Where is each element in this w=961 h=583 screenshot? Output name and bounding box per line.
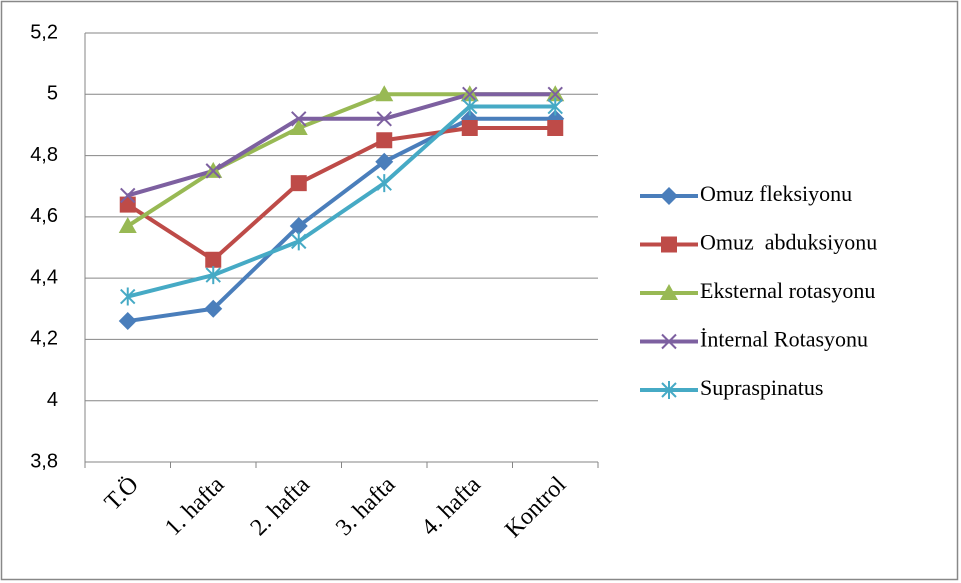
point-marker bbox=[547, 119, 564, 136]
point-marker bbox=[119, 196, 136, 213]
point-marker bbox=[660, 187, 678, 205]
point-marker bbox=[462, 97, 478, 116]
point-marker bbox=[205, 251, 222, 268]
legend-label: Eksternal rotasyonu bbox=[700, 278, 875, 303]
point-marker bbox=[120, 287, 136, 306]
legend-label: Supraspinatus bbox=[700, 375, 823, 400]
point-marker bbox=[289, 118, 308, 135]
legend-label: Omuz fleksiyonu bbox=[700, 181, 852, 206]
y-tick-label: 4,8 bbox=[30, 144, 58, 166]
point-marker bbox=[376, 132, 393, 149]
point-marker bbox=[547, 86, 563, 102]
point-marker bbox=[547, 97, 563, 116]
legend-label: İnternal Rotasyonu bbox=[700, 327, 868, 352]
y-tick-label: 5 bbox=[47, 83, 58, 105]
point-marker bbox=[661, 333, 677, 350]
point-marker bbox=[290, 175, 307, 192]
point-marker bbox=[291, 232, 307, 251]
point-marker bbox=[120, 187, 136, 204]
point-marker bbox=[118, 312, 137, 331]
y-tick-label: 4,4 bbox=[30, 266, 58, 288]
point-marker bbox=[375, 152, 394, 171]
point-marker bbox=[118, 217, 137, 234]
series-line bbox=[127, 104, 556, 299]
point-marker bbox=[660, 284, 678, 300]
point-marker bbox=[376, 111, 392, 127]
point-marker bbox=[661, 236, 677, 253]
y-tick-label: 4,6 bbox=[30, 205, 58, 227]
y-tick-label: 4,2 bbox=[30, 328, 58, 350]
point-marker bbox=[291, 111, 307, 127]
y-tick-label: 5,2 bbox=[30, 21, 58, 43]
series-line bbox=[127, 92, 556, 198]
series-line bbox=[127, 116, 556, 324]
point-marker bbox=[205, 266, 221, 285]
point-marker bbox=[205, 163, 221, 179]
series-line bbox=[126, 125, 556, 262]
legend-label: Omuz abduksiyonu bbox=[700, 230, 877, 255]
y-tick-label: 4 bbox=[47, 389, 58, 411]
point-marker bbox=[461, 119, 478, 136]
point-marker bbox=[289, 217, 308, 236]
point-marker bbox=[462, 86, 478, 102]
point-marker bbox=[204, 299, 223, 318]
point-marker bbox=[661, 381, 677, 399]
point-marker bbox=[375, 85, 394, 102]
y-tick-label: 3,8 bbox=[30, 450, 58, 472]
point-marker bbox=[376, 174, 392, 193]
